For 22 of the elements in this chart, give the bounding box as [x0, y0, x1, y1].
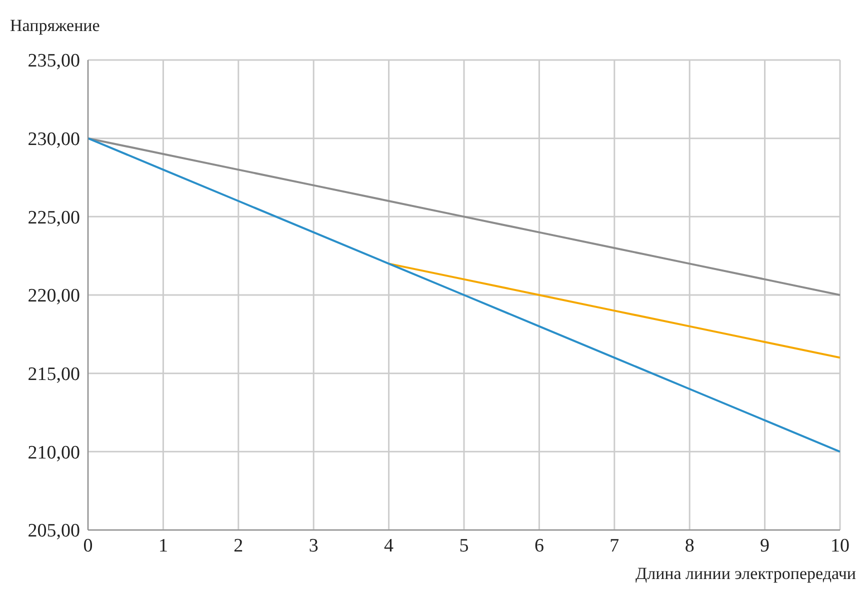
line-series [88, 137, 840, 453]
x-tick-label: 10 [830, 535, 850, 556]
y-axis-title: Напряжение [10, 16, 100, 36]
x-tick-label: 9 [760, 535, 770, 556]
x-tick-label: 6 [534, 535, 544, 556]
y-tick-label: 205,00 [28, 520, 80, 542]
line-series [388, 262, 840, 359]
x-tick-label: 4 [384, 535, 394, 556]
y-tick-label: 235,00 [28, 50, 80, 72]
y-tick-label: 230,00 [28, 129, 80, 150]
x-axis-title: Длина линии электропередачи [635, 564, 856, 584]
x-tick-label: 1 [158, 535, 168, 556]
x-tick-label: 5 [459, 535, 469, 556]
y-tick-label: 220,00 [28, 286, 80, 307]
x-tick-label: 3 [308, 535, 318, 556]
y-tick-label: 210,00 [28, 442, 80, 464]
x-tick-label: 8 [684, 535, 694, 556]
x-tick-label: 2 [234, 535, 244, 556]
x-tick-label: 7 [610, 535, 620, 556]
x-tick-label: 0 [83, 535, 93, 556]
y-tick-label: 225,00 [28, 207, 80, 228]
y-tick-label: 215,00 [28, 364, 80, 386]
